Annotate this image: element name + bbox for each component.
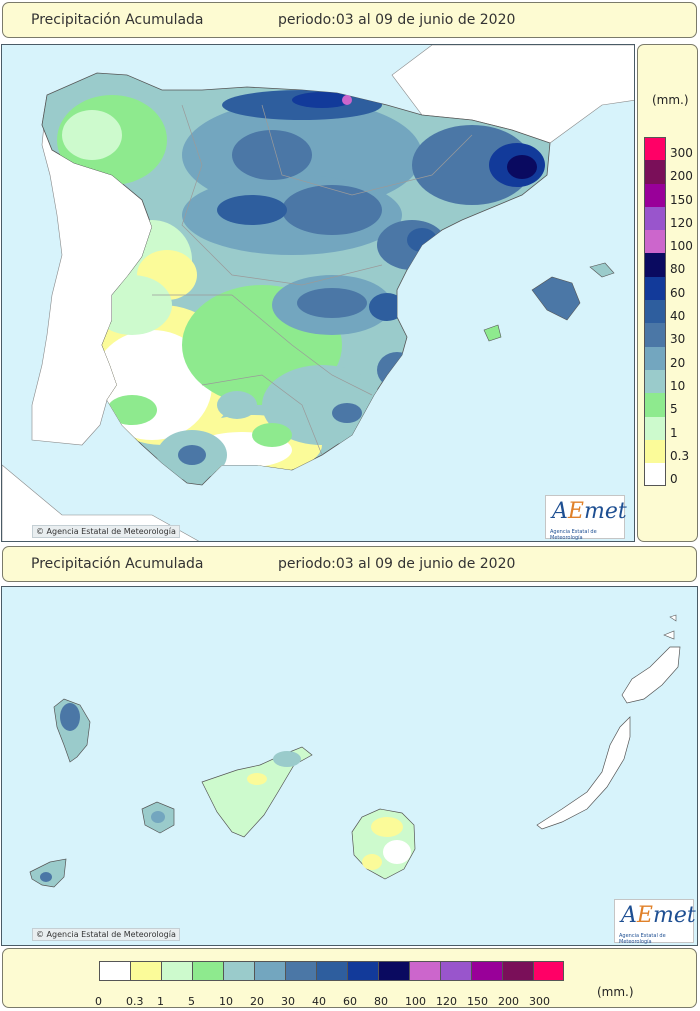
bottom-precipitation-legend: 0 0.3 1 5 10 20 30 40 60 80 100 120 150 200 300 (mm.) xyxy=(2,948,697,1008)
bottom-legend-label: 40 xyxy=(312,995,326,1008)
legend-label: 60 xyxy=(670,285,686,300)
legend-row: 40 xyxy=(644,300,694,324)
peninsula-map: © Agencia Estatal de Meteorología AEmet … xyxy=(1,44,635,542)
bottom-legend-swatch xyxy=(347,961,378,981)
legend-label: 40 xyxy=(670,309,686,324)
bottom-legend-label: 20 xyxy=(250,995,264,1008)
map-period-canarias: periodo:03 al 09 de junio de 2020 xyxy=(278,556,516,572)
legend-label: 80 xyxy=(670,262,686,277)
legend-label: 0 xyxy=(670,472,678,487)
legend-swatch xyxy=(644,230,666,254)
bottom-legend-unit: (mm.) xyxy=(597,985,634,999)
canary-islands-map: © Agencia Estatal de Meteorología AEmet … xyxy=(1,586,698,946)
legend-swatch xyxy=(644,137,666,161)
legend-row: 60 xyxy=(644,276,694,301)
legend-swatch xyxy=(644,206,666,231)
bottom-legend-swatch xyxy=(471,961,502,981)
legend-row: 300 xyxy=(644,137,694,161)
legend-row: 0.3 xyxy=(644,439,694,464)
legend-label: 30 xyxy=(670,332,686,347)
bottom-legend-label: 80 xyxy=(374,995,388,1008)
bottom-legend-label: 1 xyxy=(157,995,164,1008)
legend-label: 10 xyxy=(670,378,686,393)
legend-label: 200 xyxy=(670,169,693,184)
bottom-legend-swatch xyxy=(285,961,316,981)
copyright-icon: © xyxy=(36,527,44,536)
legend-label: 150 xyxy=(670,192,693,207)
legend-swatch xyxy=(644,416,666,440)
map-title-canarias: Precipitación Acumulada xyxy=(31,556,204,572)
credit-label-top: © Agencia Estatal de Meteorología xyxy=(32,525,180,538)
precipitation-legend: (mm.) 300 200 150 120 100 80 60 40 30 20 10 5 1 0.3 0 xyxy=(637,44,698,542)
bottom-legend-label: 150 xyxy=(467,995,488,1008)
legend-label: 20 xyxy=(670,355,686,370)
bottom-legend-label: 0 xyxy=(95,995,102,1008)
legend-swatch xyxy=(644,439,666,464)
credit-label-bottom: © Agencia Estatal de Meteorología xyxy=(32,928,180,941)
legend-row: 200 xyxy=(644,160,694,184)
bottom-legend-label: 200 xyxy=(498,995,519,1008)
bottom-legend-label: 10 xyxy=(219,995,233,1008)
legend-row: 20 xyxy=(644,346,694,370)
bottom-legend-swatch xyxy=(533,961,564,981)
map-period: periodo:03 al 09 de junio de 2020 xyxy=(278,12,516,28)
bottom-legend-swatch xyxy=(130,961,161,981)
legend-row: 100 xyxy=(644,230,694,254)
legend-row: 80 xyxy=(644,253,694,277)
legend-swatch xyxy=(644,276,666,301)
legend-label: 5 xyxy=(670,402,678,417)
legend-row: 1 xyxy=(644,416,694,440)
legend-swatch xyxy=(644,183,666,207)
bottom-legend-swatch xyxy=(378,961,409,981)
legend-swatch xyxy=(644,369,666,394)
legend-row: 30 xyxy=(644,323,694,347)
legend-label: 1 xyxy=(670,425,678,440)
aemet-logo: AEmet Agencia Estatal de Meteorología xyxy=(545,495,627,541)
bottom-legend-swatch xyxy=(223,961,254,981)
legend-swatch xyxy=(644,346,666,370)
bottom-legend-label: 300 xyxy=(529,995,550,1008)
map-title: Precipitación Acumulada xyxy=(31,12,204,28)
bottom-legend-label: 60 xyxy=(343,995,357,1008)
legend-unit: (mm.) xyxy=(652,93,689,107)
legend-swatch xyxy=(644,160,666,184)
legend-label: 300 xyxy=(670,146,693,160)
legend-row: 10 xyxy=(644,369,694,394)
bottom-legend-swatch xyxy=(440,961,471,981)
legend-row: 150 xyxy=(644,183,694,207)
aemet-logo-canarias: AEmet Agencia Estatal de Meteorología xyxy=(614,899,696,945)
bottom-legend-swatch xyxy=(502,961,533,981)
bottom-legend-label: 30 xyxy=(281,995,295,1008)
legend-label: 120 xyxy=(670,215,693,230)
top-title-bar: Precipitación Acumulada periodo:03 al 09… xyxy=(2,2,697,38)
legend-swatch xyxy=(644,463,666,487)
legend-row: 0 xyxy=(644,463,694,487)
copyright-icon: © xyxy=(36,930,44,939)
bottom-legend-label: 100 xyxy=(405,995,426,1008)
legend-row: 5 xyxy=(644,393,694,417)
bottom-legend-label: 120 xyxy=(436,995,457,1008)
bottom-legend-swatch xyxy=(316,961,347,981)
bottom-legend-swatch xyxy=(254,961,285,981)
bottom-legend-swatch xyxy=(409,961,440,981)
legend-label: 0.3 xyxy=(670,448,690,463)
mid-title-bar: Precipitación Acumulada periodo:03 al 09… xyxy=(2,546,697,582)
legend-row: 120 xyxy=(644,206,694,231)
legend-swatch xyxy=(644,253,666,277)
bottom-legend-label: 5 xyxy=(188,995,195,1008)
legend-swatch xyxy=(644,393,666,417)
legend-scale: 300 200 150 120 100 80 60 40 30 20 10 5 1 0.3 0 xyxy=(644,137,694,487)
bottom-legend-label: 0.3 xyxy=(126,995,144,1008)
legend-label: 100 xyxy=(670,239,693,254)
bottom-legend-swatch xyxy=(99,961,130,981)
bottom-legend-swatch xyxy=(192,961,223,981)
bottom-legend-swatch xyxy=(161,961,192,981)
legend-swatch xyxy=(644,323,666,347)
legend-swatch xyxy=(644,300,666,324)
